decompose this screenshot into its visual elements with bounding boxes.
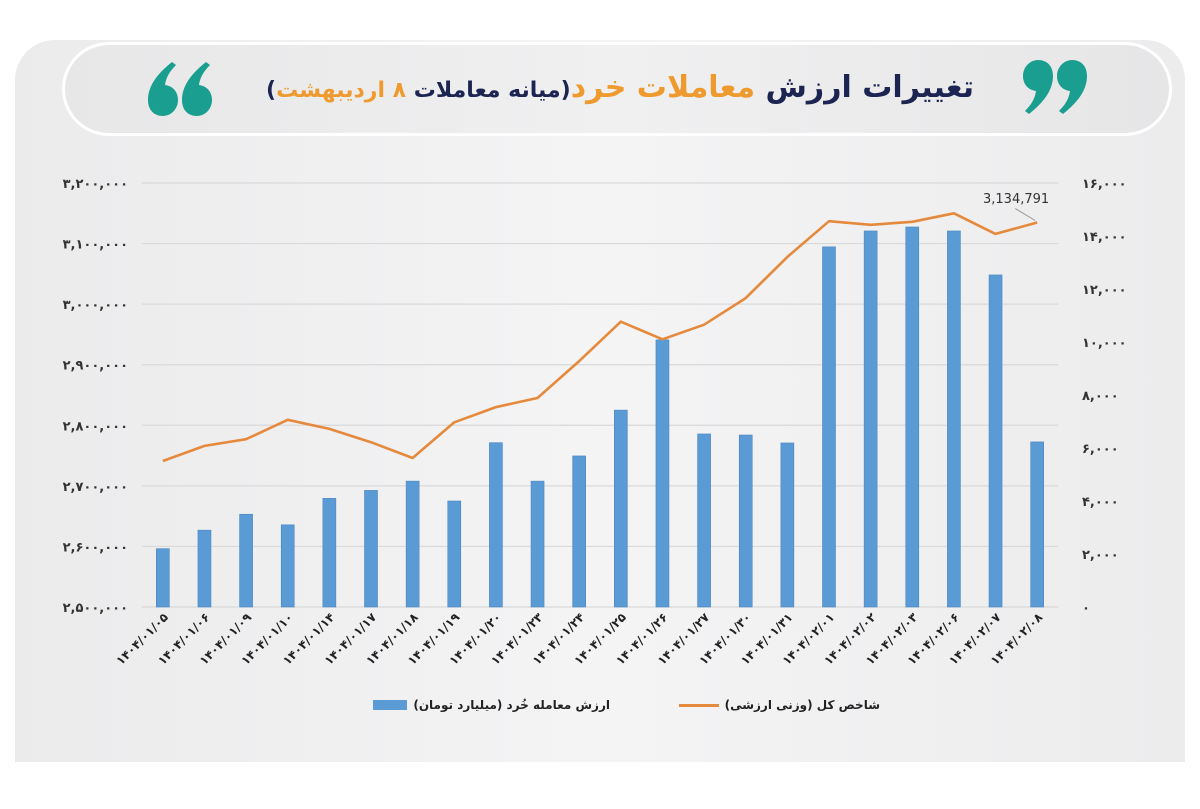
annotation-leader [1014,208,1036,221]
y-right-tick: ۲,۰۰۰ [1082,548,1119,563]
y-left-tick: ۳,۱۰۰,۰۰۰ [63,238,128,253]
legend-item-index: شاخص کل (وزنی ارزشی) [678,698,880,712]
title-part-3: (میانه معاملات [406,78,571,103]
bar [572,455,586,608]
bar [947,230,961,608]
y-right-tick: ۱۰,۰۰۰ [1082,336,1127,351]
y-left-tick: ۳,۲۰۰,۰۰۰ [63,177,128,192]
bar [489,442,503,608]
legend: شاخص کل (وزنی ارزشی) ارزش معامله خُرد (م… [360,698,880,722]
legend-label-retail-value: ارزش معامله خُرد (میلیارد تومان) [413,698,610,712]
bar [239,513,253,608]
legend-item-retail-value: ارزش معامله خُرد (میلیارد تومان) [373,698,610,712]
close-quote-icon [1023,60,1087,114]
line-swatch-icon [678,703,719,707]
y-left-tick: ۳,۰۰۰,۰۰۰ [63,298,128,313]
bar [697,433,711,608]
y-left-tick: ۲,۶۰۰,۰۰۰ [63,540,128,555]
y-left-tick: ۲,۹۰۰,۰۰۰ [63,359,128,374]
legend-label-index: شاخص کل (وزنی ارزشی) [724,698,880,712]
y-right-tick: ۸,۰۰۰ [1082,389,1119,404]
annotation-label: 3,134,791 [983,192,1049,207]
index-line [162,212,1038,463]
bar [905,226,920,608]
bar [863,230,878,608]
y-right-tick: ۱۶,۰۰۰ [1082,177,1127,192]
header-banner [62,42,1172,136]
bar [738,434,753,608]
y-left-tick: ۲,۸۰۰,۰۰۰ [63,419,128,434]
y-left-tick: ۲,۵۰۰,۰۰۰ [63,601,128,616]
bar [364,490,378,608]
bar [530,480,545,608]
bar [655,339,670,608]
bar [280,524,295,608]
title-part-2: معاملات خرد [570,70,756,105]
title-part-1: تغییرات ارزش [755,70,974,105]
y-right-tick: ۱۴,۰۰۰ [1082,230,1127,245]
bar [322,498,337,608]
title-part-4: ۸ اردیبهشت [276,78,407,103]
bar [1030,441,1044,608]
y-right-tick: ۱۲,۰۰۰ [1082,283,1127,298]
bar [447,500,462,608]
bar [156,548,170,608]
bar-swatch-icon [373,700,408,710]
bar [614,409,628,608]
y-right-tick: ۶,۰۰۰ [1082,442,1119,457]
bar [988,274,1003,608]
bar [780,442,795,608]
y-left-tick: ۲,۷۰۰,۰۰۰ [63,480,128,495]
y-right-tick: ۰ [1082,601,1090,616]
chart-title: تغییرات ارزش معاملات خرد(میانه معاملات ۸… [230,58,1010,118]
title-part-5: ) [266,78,277,103]
bar [822,246,836,608]
y-right-tick: ۴,۰۰۰ [1082,495,1119,510]
bar [405,480,420,608]
open-quote-icon [148,62,212,116]
bar [197,529,212,608]
